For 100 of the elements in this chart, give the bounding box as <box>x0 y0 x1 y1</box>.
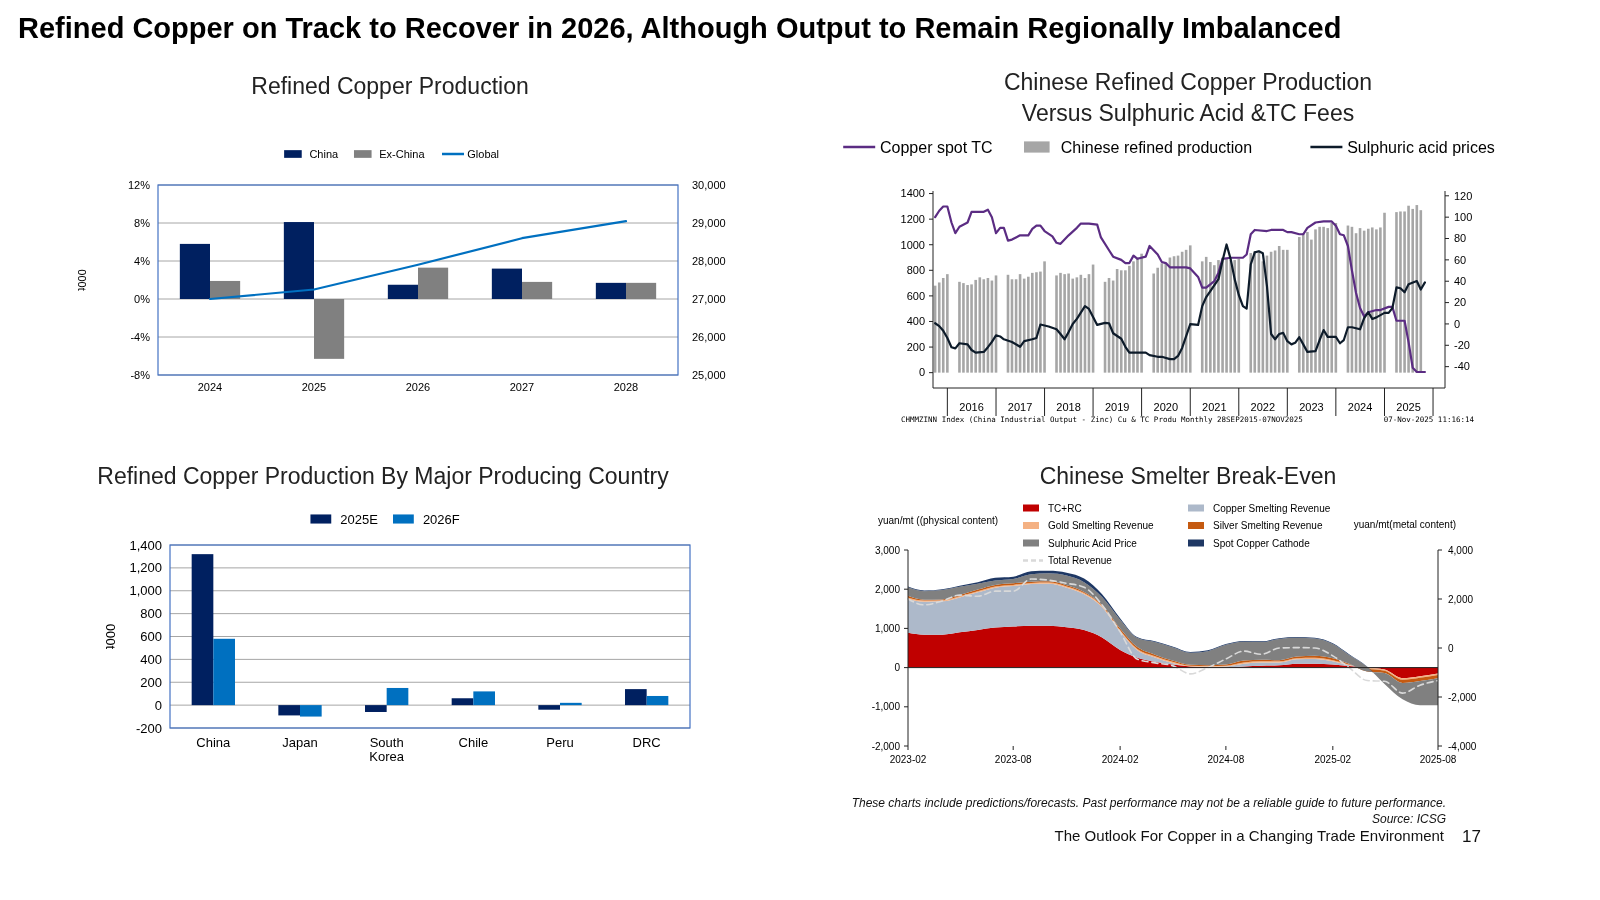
y2-tick-label: 100 <box>1454 211 1473 224</box>
line-series <box>934 243 1427 361</box>
y-tick-label: -200 <box>135 720 162 736</box>
y-tick-label: -8% <box>130 368 151 381</box>
legend-label: Silver Smelting Revenue <box>1213 520 1323 531</box>
y-tick-label: 8% <box>134 216 151 229</box>
x-tick-label: 2024-08 <box>1207 754 1245 765</box>
bar <box>1043 261 1046 373</box>
x-tick-label: 2019 <box>1104 401 1130 413</box>
y-tick-label: -4% <box>130 330 151 343</box>
y2-axis-title: yuan/mt(metal content) <box>1353 519 1456 530</box>
bar <box>386 687 409 706</box>
bar <box>1233 260 1236 373</box>
y-tick-label: 2,000 <box>874 583 901 595</box>
bar <box>1407 205 1410 373</box>
x-tick-label: 2022 <box>1250 401 1276 413</box>
y-tick-label: 3,000 <box>874 544 901 556</box>
bar <box>179 243 210 299</box>
x-tick-label: 2020 <box>1153 401 1179 413</box>
y2-tick-label: -40 <box>1454 360 1470 373</box>
bar <box>1128 265 1131 373</box>
y2-tick-label: 30,000 <box>692 178 726 191</box>
y-tick-label: 4% <box>134 254 151 267</box>
legend-label: 2025E <box>340 511 379 527</box>
bar <box>1314 229 1317 373</box>
bar <box>1395 212 1398 373</box>
legend-label: Copper spot TC <box>880 138 993 156</box>
text: 17 <box>1462 827 1481 846</box>
bar <box>1237 258 1241 373</box>
x-tick-label: 2024 <box>1347 401 1373 413</box>
x-tick-label: Peru <box>546 735 574 750</box>
bar <box>937 282 941 373</box>
x-tick-label: 2016 <box>959 401 984 413</box>
bar <box>314 299 345 359</box>
source-note: Source: ICSG <box>1371 812 1446 826</box>
bar <box>1156 267 1159 373</box>
bar <box>538 705 560 710</box>
bar <box>1221 257 1224 373</box>
x-tick-label: 2025-02 <box>1314 754 1352 765</box>
y2-tick-label: 40 <box>1454 275 1467 288</box>
y-tick-label: 800 <box>140 606 162 622</box>
chart-title: Chinese Refined Copper Production Versus Sulphuric Acid &TC Fees <box>1003 69 1373 126</box>
y2-tick-label: 0 <box>1448 642 1454 654</box>
y-tick-label: 200 <box>140 674 162 690</box>
x-tick-label: 2025 <box>301 381 327 393</box>
y-tick-label: 12% <box>127 178 151 191</box>
bar <box>1035 272 1038 373</box>
chart-title: Refined Copper Production <box>251 73 529 99</box>
bar <box>522 281 553 299</box>
x-tick-label: South Korea <box>369 735 405 764</box>
bar <box>1188 245 1192 373</box>
y2-tick-label: 27,000 <box>692 292 726 305</box>
x-tick-label: 2021 <box>1202 401 1227 413</box>
legend-label: Total Revenue <box>1048 555 1113 566</box>
y2-tick-label: 80 <box>1454 232 1467 245</box>
bar <box>1277 246 1281 373</box>
bar <box>1366 228 1370 373</box>
bar <box>1071 278 1075 373</box>
bar <box>1253 251 1257 373</box>
legend-label: Copper Smelting Revenue <box>1213 502 1331 514</box>
y-tick-label: 0 <box>154 697 162 713</box>
x-tick-label: 2025 <box>1396 401 1421 413</box>
bar <box>1383 212 1386 373</box>
x-tick-label: 2028 <box>613 381 639 393</box>
text: The Outlook For Copper in a Changing Trade Environment <box>1054 827 1445 844</box>
legend-label: 2026F <box>422 511 460 527</box>
y-tick-label: 1,400 <box>129 537 162 553</box>
bar <box>365 705 387 712</box>
bar <box>1031 272 1034 373</box>
y-tick-label: 400 <box>140 651 162 667</box>
line-series <box>208 220 628 301</box>
y2-tick-label: 120 <box>1454 189 1473 202</box>
y2-tick-label: -2,000 <box>1448 691 1477 703</box>
y-tick-label: 200 <box>906 340 925 353</box>
bar <box>191 554 214 706</box>
x-tick-label: 2025-08 <box>1419 754 1457 765</box>
y-tick-label: 600 <box>906 289 925 302</box>
y2-tick-label: 20 <box>1454 296 1467 309</box>
y2-tick-label: 29,000 <box>692 216 726 229</box>
x-tick-label: China <box>196 735 232 750</box>
legend-label: TC+RC <box>1048 502 1082 514</box>
bar <box>1229 260 1232 373</box>
bar <box>1322 226 1325 373</box>
bar <box>1204 256 1208 373</box>
bar <box>491 268 522 299</box>
bar <box>473 691 495 706</box>
legend-label: Chinese refined production <box>1060 138 1253 156</box>
y2-tick-label: 2,000 <box>1448 593 1474 605</box>
bar <box>1063 274 1066 373</box>
y-axis-title: yuan/mt ((physical content) <box>878 515 999 526</box>
bar <box>1055 275 1058 373</box>
x-tick-label: 2023 <box>1299 401 1324 413</box>
y-tick-label: 0 <box>918 366 925 379</box>
legend-label: Sulphuric Acid Price <box>1048 537 1138 549</box>
x-tick-label: DRC <box>632 735 661 750</box>
x-tick-label: 2023-02 <box>889 754 927 765</box>
bar <box>1132 261 1135 373</box>
y-tick-label: 0% <box>134 292 151 305</box>
bar <box>1370 227 1374 373</box>
legend-label: Ex-China <box>379 147 426 160</box>
